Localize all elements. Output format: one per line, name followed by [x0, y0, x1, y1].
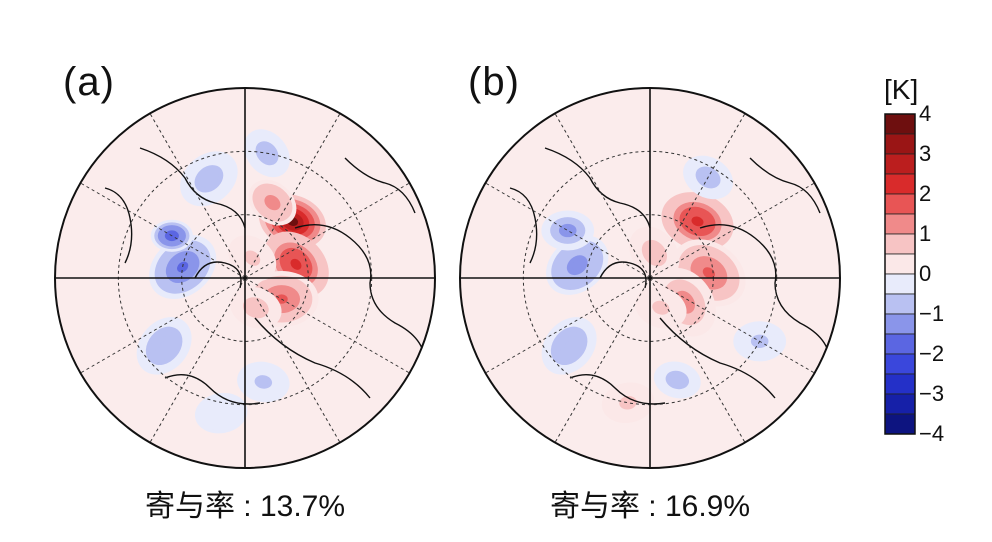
panel-b: (b) 寄与率 : 16.9%: [450, 60, 850, 523]
colorbar-swatch: [884, 353, 916, 375]
meridian-line: [244, 277, 341, 443]
anomaly-contour: [691, 216, 704, 227]
colorbar-swatch: [884, 273, 916, 295]
meridian-line: [149, 113, 246, 279]
colorbar-tick-label: −1: [919, 301, 945, 326]
colorbar-swatch: [884, 293, 916, 315]
meridian-line: [485, 277, 651, 374]
caption-a: 寄与率 : 13.7%: [144, 490, 346, 523]
colorbar-swatches: [884, 113, 916, 435]
anomaly-contour: [572, 260, 583, 271]
meridian-line: [80, 277, 246, 374]
map-border: [459, 87, 841, 469]
map-border: [54, 87, 436, 469]
panel-label-a: (a): [63, 60, 115, 104]
colorbar-tick-label: 1: [919, 221, 932, 246]
colorbar-swatch: [884, 193, 916, 215]
anomaly-contour: [258, 378, 268, 386]
meridian-line: [149, 277, 246, 443]
anomaly-contour: [656, 304, 666, 312]
colorbar-unit: [K]: [884, 74, 919, 105]
colorbar-tick-label: 4: [919, 101, 932, 126]
polar-map-a: [54, 87, 436, 469]
colorbar-tick-label: 2: [919, 181, 932, 206]
colorbar-swatch: [884, 393, 916, 415]
panel-label-b: (b): [468, 60, 520, 104]
meridian-line: [649, 277, 746, 443]
coastlines: [104, 147, 426, 405]
anomaly-contour: [702, 267, 716, 279]
meridian-line: [485, 182, 651, 279]
anomaly-contour: [564, 341, 574, 351]
colorbar-swatch: [884, 333, 916, 355]
anomaly-contour: [216, 409, 226, 417]
colorbar-swatch: [884, 153, 916, 175]
colorbar-swatch: [884, 373, 916, 395]
meridian-line: [554, 113, 651, 279]
anomaly-contour: [177, 261, 189, 273]
anomaly-contour: [290, 258, 302, 270]
panel-a: (a) 寄与率 : 13.7%: [45, 60, 445, 523]
colorbar-swatch: [884, 413, 916, 435]
meridian-line: [649, 113, 746, 279]
colorbar-swatch: [884, 113, 916, 135]
coastlines: [509, 147, 831, 405]
colorbar-swatch: [884, 173, 916, 195]
colorbar-tick-label: −3: [919, 381, 945, 406]
anomaly-contour: [204, 174, 214, 184]
anomaly-field: [460, 88, 840, 468]
colorbar-swatch: [884, 213, 916, 235]
meridian-line: [80, 182, 246, 279]
anomaly-contour: [623, 399, 633, 407]
meridian-line: [244, 113, 341, 279]
colorbar-tick-label: −2: [919, 341, 945, 366]
colorbar-swatch: [884, 133, 916, 155]
colorbar-swatch: [884, 313, 916, 335]
colorbar-swatch: [884, 233, 916, 255]
meridian-line: [244, 182, 410, 279]
polar-map-b: [459, 87, 841, 469]
anomaly-contour: [650, 248, 659, 258]
anomaly-contour: [159, 341, 169, 351]
anomaly-contour: [268, 198, 277, 207]
colorbar: [K] 4 3 2 1 0 −1 −2 −3 −4: [880, 70, 975, 450]
caption-b: 寄与率 : 16.9%: [549, 490, 751, 523]
meridian-line: [244, 277, 410, 374]
colorbar-tick-label: −4: [919, 421, 945, 446]
anomaly-contour: [673, 376, 682, 384]
anomaly-contour: [248, 254, 257, 262]
colorbar-tick-label: 0: [919, 261, 932, 286]
meridian-line: [649, 182, 815, 279]
colorbar-tick-label: 3: [919, 141, 932, 166]
meridian-line: [554, 277, 651, 443]
meridian-line: [649, 277, 815, 374]
colorbar-swatch: [884, 253, 916, 275]
anomaly-contour: [251, 304, 261, 312]
